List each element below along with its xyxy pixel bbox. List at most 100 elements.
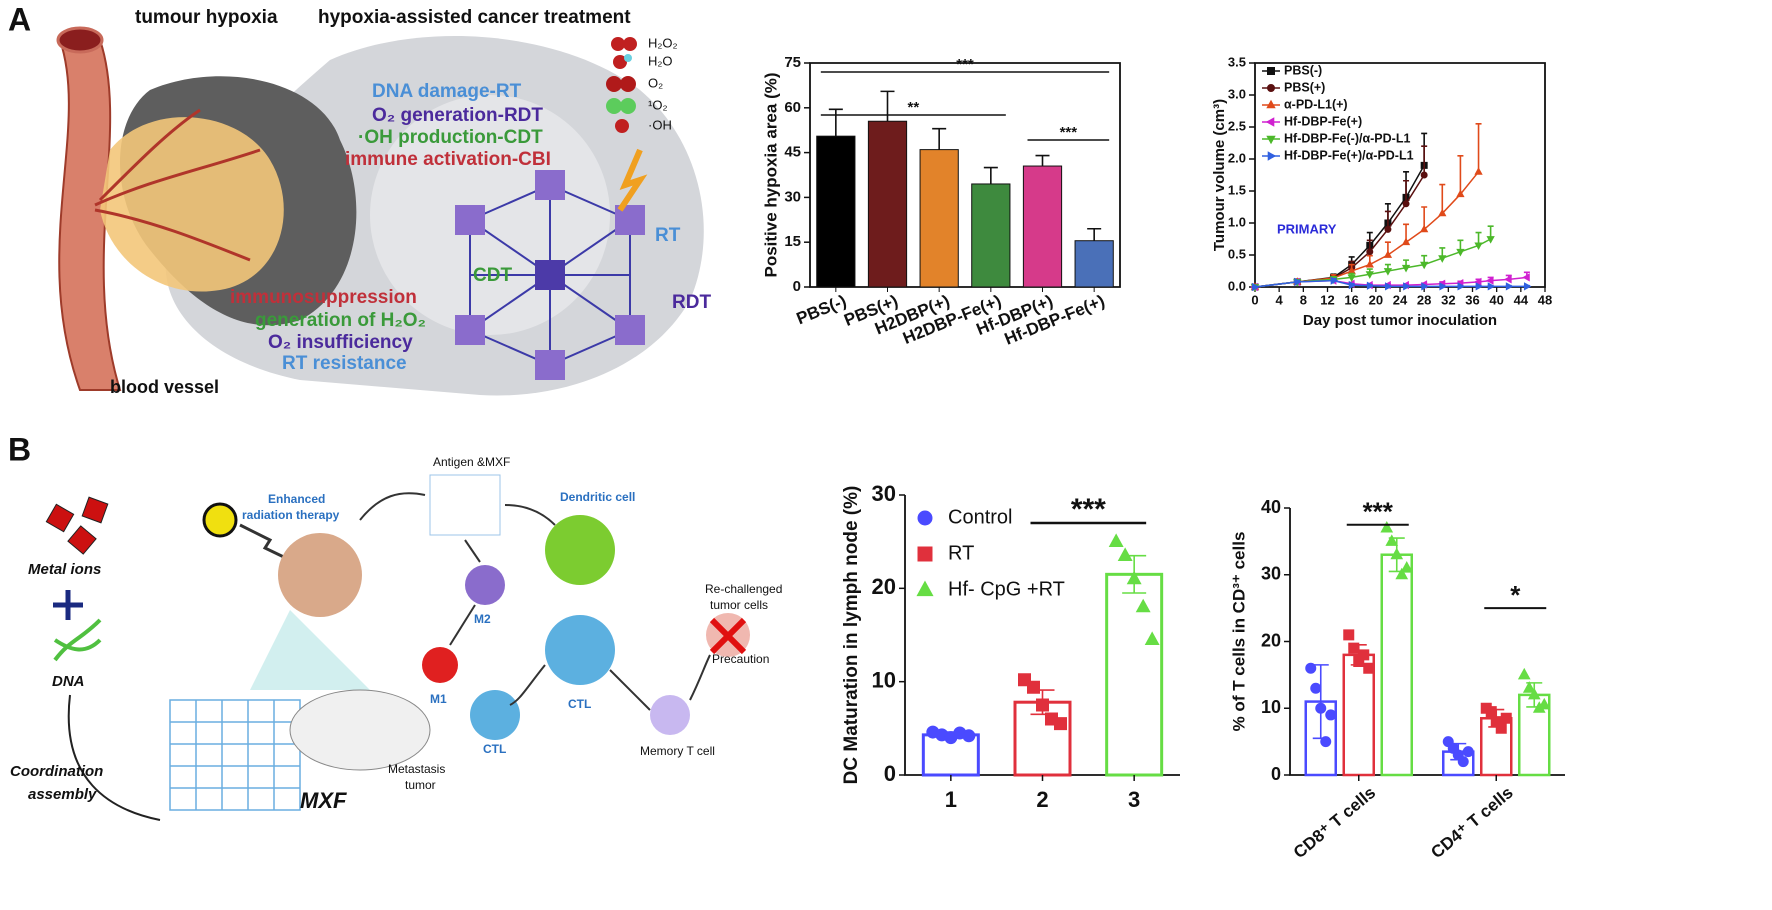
marker [1504,275,1512,284]
label: tumor [405,778,436,792]
x-tick-label: CD8⁺ T cells [1290,783,1379,862]
label: radiation therapy [242,508,340,522]
marker [1325,709,1337,721]
label: O₂ generation-RDT [372,105,543,126]
marker [1310,682,1322,694]
label: RT [655,225,681,246]
y-tick-label: 3.5 [1228,54,1246,69]
x-tick-label: 2 [1036,787,1048,812]
marker [1365,259,1374,268]
marker [1457,756,1469,768]
y-tick-label: 2.5 [1228,118,1246,133]
marker [1403,282,1411,291]
marker [1401,264,1411,273]
error-bar [1087,227,1102,241]
marker [1474,167,1483,175]
x-tick-label: 48 [1538,292,1552,307]
marker [1385,534,1399,546]
marker [1522,681,1536,693]
marker [1305,662,1317,674]
bar [1105,572,1164,777]
y-axis-label: DC Maturation in lymph node (%) [841,486,862,785]
bar [1022,165,1063,288]
marker [1135,598,1151,613]
x-axis-label: Day post tumor inoculation [1303,312,1497,329]
arrows-b [359,492,711,711]
marker [1421,282,1429,291]
tumour-hypoxic [100,117,284,292]
label: immunosuppression [230,287,417,308]
marker [1505,282,1514,291]
error-bar [1035,154,1050,167]
vessel-opening [56,26,104,54]
label: Precaution [712,652,769,666]
error-bar [1475,123,1482,172]
y-tick-label: 1.0 [1228,214,1246,229]
y-tick-label: 0 [884,761,896,786]
axes [1289,508,1565,776]
marker [1383,250,1393,258]
marker [1267,67,1275,75]
marker [1527,687,1541,700]
marker [1523,282,1532,291]
significance: * [1510,580,1521,610]
bar [867,120,908,288]
y-tick-label: 30 [784,188,801,205]
y-tick-label: 20 [872,574,896,599]
x-tick-label: 32 [1441,292,1455,307]
label: M1 [430,692,447,706]
label: blood vessel [110,377,219,397]
ctl-cell [545,615,615,685]
error-bar [1421,145,1428,175]
illustration-b [45,474,750,821]
label: Antigen &MXF [433,455,510,469]
x-tick-label: 3 [1128,787,1140,812]
legend-label: Control [948,506,1012,528]
marker [1036,698,1049,712]
marker [1517,667,1531,680]
marker [1348,642,1360,654]
legend-label: Hf-DBP-Fe(-)/α-PD-L1 [1284,131,1410,145]
memory-cell [650,695,690,735]
marker [1267,151,1277,161]
label: O₂ insufficiency [268,332,413,353]
y-axis-label: Tumour volume (cm³) [1211,99,1228,251]
y-tick-label: 0 [793,278,801,295]
ctl-cell-2 [470,690,520,740]
mouse [289,689,431,771]
x-tick-label: CD4⁺ T cells [1427,783,1516,862]
marker [1330,276,1339,285]
y-tick-label: 3.0 [1228,86,1246,101]
label: DNA [52,673,85,690]
marker [1358,649,1370,661]
x-tick-label: 12 [1320,292,1334,307]
x-tick-label: 24 [1393,292,1408,307]
x-tick-label: 8 [1300,292,1307,307]
significance: *** [956,56,974,73]
marker [1126,570,1142,585]
y-tick-label: 10 [872,667,896,692]
marker [1495,722,1507,734]
marker [1347,274,1356,283]
marker [1456,189,1465,198]
y-tick-label: 20 [1261,630,1281,650]
label: ·OH [648,117,672,132]
marker [1348,280,1357,290]
blood-vessel [58,39,122,391]
molecule-icons [606,37,637,133]
x-tick-label: 20 [1369,292,1383,307]
metal-ions-icon [45,496,109,555]
marker [1457,282,1466,291]
marker [1439,282,1447,291]
marker [1401,237,1411,246]
y-axis-label: % of T cells in CD³⁺ cells [1229,532,1248,732]
marker [917,510,933,526]
panel-label: A [8,1,31,37]
lightning [617,148,648,212]
panel-label: B [8,431,31,467]
y-tick-label: 10 [1261,697,1281,717]
label: Metastasis [388,762,445,776]
marker [1385,282,1393,291]
y-tick-label: 40 [1261,497,1281,517]
marker [1054,717,1067,731]
